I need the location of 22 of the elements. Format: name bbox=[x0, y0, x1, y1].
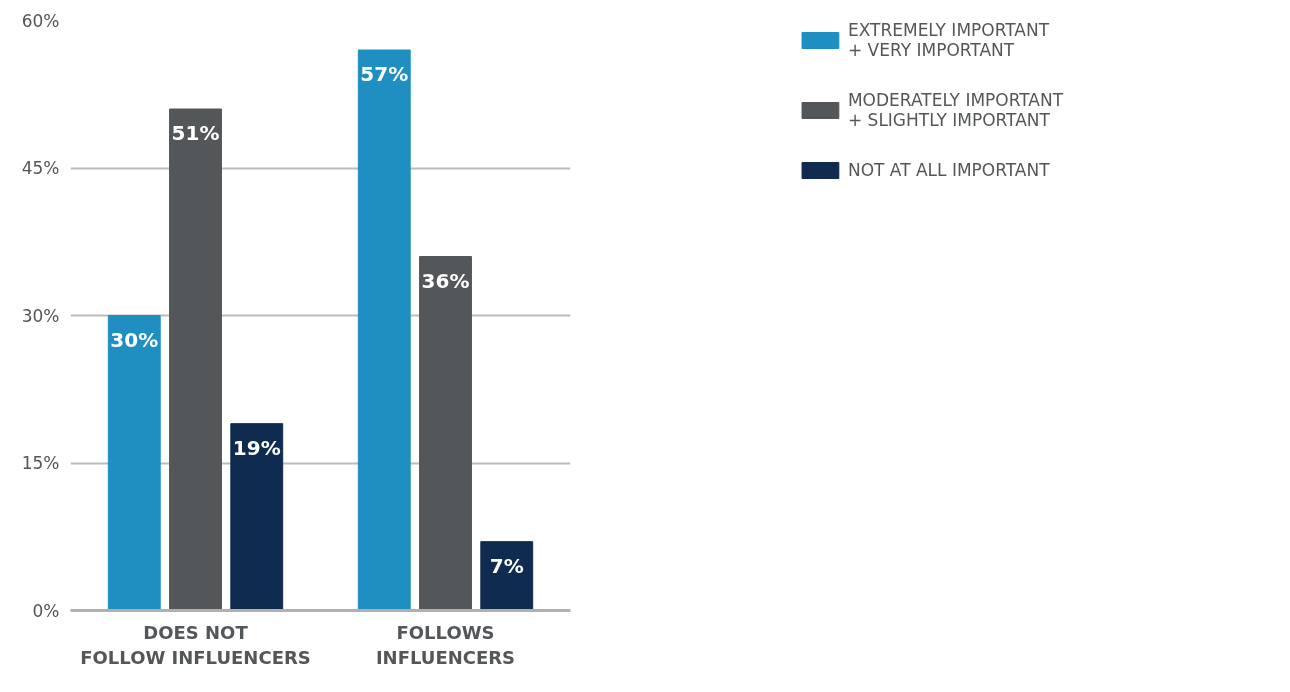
y-tick-label: 0% bbox=[32, 600, 60, 621]
data-label: 36% bbox=[421, 268, 470, 293]
legend-label: MODERATELY IMPORTANT + SLIGHTLY IMPORTANT bbox=[847, 90, 1064, 130]
bar bbox=[357, 49, 411, 611]
y-tick-label: 15% bbox=[21, 453, 60, 473]
data-label: 30% bbox=[110, 327, 159, 352]
data-label: 51% bbox=[171, 121, 220, 145]
bar bbox=[230, 423, 284, 611]
data-label: 19% bbox=[232, 435, 281, 460]
legend-label: EXTREMELY IMPORTANT + VERY IMPORTANT bbox=[847, 20, 1050, 60]
y-tick-label: 30% bbox=[21, 305, 60, 326]
y-tick-label: 45% bbox=[21, 158, 60, 178]
x-tick-label: DOES NOT FOLLOW INFLUENCERS bbox=[80, 621, 311, 668]
bar bbox=[480, 541, 534, 611]
data-label: 57% bbox=[360, 62, 409, 86]
bar bbox=[169, 108, 222, 611]
legend-label: NOT AT ALL IMPORTANT bbox=[847, 160, 1050, 180]
x-tick-label: FOLLOWS INFLUENCERS bbox=[375, 621, 516, 668]
bar bbox=[107, 315, 161, 611]
bar bbox=[419, 256, 472, 611]
data-label: 7% bbox=[489, 553, 524, 578]
y-tick-label: 60% bbox=[21, 10, 60, 31]
